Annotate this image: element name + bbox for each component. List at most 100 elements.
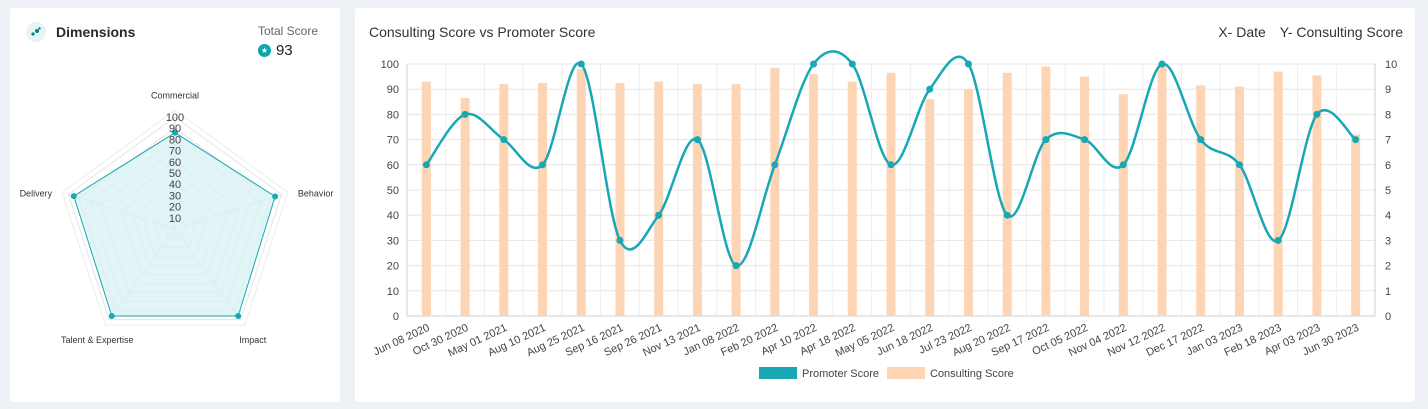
y-right-tick-label: 2 — [1385, 261, 1391, 273]
y-left-tick-label: 70 — [387, 135, 399, 147]
promoter-score-point — [810, 60, 818, 68]
total-score: Total Score ★ 93 — [257, 24, 318, 59]
consulting-score-bar — [1002, 72, 1012, 316]
y-right-tick-label: 1 — [1385, 286, 1391, 298]
promoter-score-point — [964, 60, 972, 68]
promoter-score-point — [1158, 60, 1166, 68]
consulting-score-bar — [576, 69, 586, 316]
promoter-score-point — [1003, 211, 1011, 219]
consulting-score-bar — [1080, 76, 1090, 316]
y-right-tick-label: 10 — [1385, 59, 1397, 71]
radar-tick-label: 40 — [169, 179, 181, 191]
radar-axis-label: Talent & Expertise — [61, 335, 134, 345]
radar-axis-label: Impact — [239, 335, 267, 345]
consulting-score-bar — [692, 84, 702, 316]
y-left-tick-label: 90 — [387, 84, 399, 96]
consulting-score-bar — [499, 84, 509, 316]
y-right-tick-label: 4 — [1385, 210, 1391, 222]
consulting-score-bar — [1118, 94, 1128, 317]
consulting-score-bar — [654, 81, 664, 316]
radar-tick-label: 10 — [169, 213, 181, 225]
star-badge-icon: ★ — [257, 44, 271, 57]
promoter-score-point — [771, 161, 779, 169]
promoter-score-point — [539, 161, 547, 169]
consulting-score-bar — [963, 89, 973, 316]
radar-tick-label: 50 — [169, 168, 181, 180]
axes-note: X- Date Y- Consulting Score — [1218, 24, 1403, 40]
promoter-score-point — [655, 211, 663, 219]
chart-title: Consulting Score vs Promoter Score — [369, 24, 596, 40]
y-left-tick-label: 20 — [387, 261, 399, 273]
promoter-score-point — [422, 161, 430, 169]
promoter-score-point — [1352, 136, 1360, 144]
legend-label-consulting: Consulting Score — [930, 368, 1014, 380]
y-left-tick-label: 80 — [387, 109, 399, 121]
radar-tick-label: 30 — [169, 190, 181, 202]
promoter-score-point — [461, 110, 469, 118]
promoter-score-point — [1235, 161, 1243, 169]
y-right-tick-label: 8 — [1385, 109, 1391, 121]
radar-tick-label: 80 — [169, 134, 181, 146]
legend-swatch-promoter — [759, 367, 797, 379]
consulting-score-bar — [1041, 66, 1051, 316]
radar-point — [70, 193, 77, 200]
radar-data-area — [73, 132, 276, 317]
total-score-value: 93 — [275, 42, 293, 59]
consulting-promoter-card: 0 10 20 30 40 50 60 70 80 90 100 0 1 2 3 4 5 6 7 8 9 10 Jun 08… — [355, 8, 1415, 402]
radar-axis-label: Behavior — [298, 188, 334, 198]
x-axis-note: X- Date — [1218, 24, 1266, 40]
promoter-score-point — [616, 236, 624, 244]
radar-axis-label: Commercial — [151, 90, 199, 100]
promoter-score-point — [926, 85, 934, 93]
radar-point — [272, 193, 279, 200]
total-score-label: Total Score — [257, 24, 318, 38]
y-left-tick-label: 0 — [393, 311, 399, 323]
promoter-score-point — [693, 136, 701, 144]
promoter-score-point — [1197, 136, 1205, 144]
y-left-tick-label: 100 — [381, 59, 399, 71]
y-left-tick-label: 60 — [387, 160, 399, 172]
consulting-score-bar — [770, 67, 780, 316]
dimensions-title: Dimensions — [56, 24, 136, 40]
promoter-score-point — [1081, 136, 1089, 144]
promoter-score-point — [1119, 161, 1127, 169]
radar-point — [235, 312, 242, 319]
promoter-score-point — [500, 136, 508, 144]
consulting-score-bar — [538, 82, 548, 317]
radar-tick-label: 20 — [169, 202, 181, 214]
radar-tick-label: 60 — [169, 157, 181, 169]
y-right-tick-label: 9 — [1385, 84, 1391, 96]
y-right-tick-label: 0 — [1385, 311, 1391, 323]
y-left-tick-label: 50 — [387, 185, 399, 197]
promoter-score-point — [1042, 136, 1050, 144]
consulting-score-bar — [421, 81, 431, 316]
consulting-score-bar — [1312, 75, 1322, 316]
promoter-score-point — [848, 60, 856, 68]
radar-point — [172, 129, 178, 136]
consulting-score-bar — [847, 81, 857, 316]
radar-outer-ring — [61, 109, 289, 326]
consulting-score-bar — [731, 84, 741, 316]
y-right-tick-label: 5 — [1385, 185, 1391, 197]
consulting-score-bar — [1234, 86, 1244, 317]
dimensions-header: Dimensions — [26, 22, 135, 42]
radar-axis-label: Delivery — [20, 188, 53, 198]
promoter-score-point — [577, 60, 585, 68]
consulting-score-bar — [1351, 134, 1361, 316]
consulting-score-bar — [460, 98, 470, 317]
scatter-dots-icon — [26, 22, 46, 42]
consulting-score-bar — [1157, 66, 1167, 316]
promoter-score-point — [1274, 236, 1282, 244]
consulting-score-bar — [1196, 85, 1206, 316]
legend-swatch-consulting — [887, 367, 925, 379]
y-right-tick-label: 3 — [1385, 235, 1391, 247]
consulting-score-bar — [809, 74, 819, 316]
y-left-tick-label: 40 — [387, 210, 399, 222]
consulting-score-bar — [925, 99, 935, 316]
y-left-tick-label: 10 — [387, 286, 399, 298]
y-left-tick-label: 30 — [387, 235, 399, 247]
radar-tick-label: 100 — [166, 112, 184, 124]
consulting-score-bar — [886, 72, 896, 316]
